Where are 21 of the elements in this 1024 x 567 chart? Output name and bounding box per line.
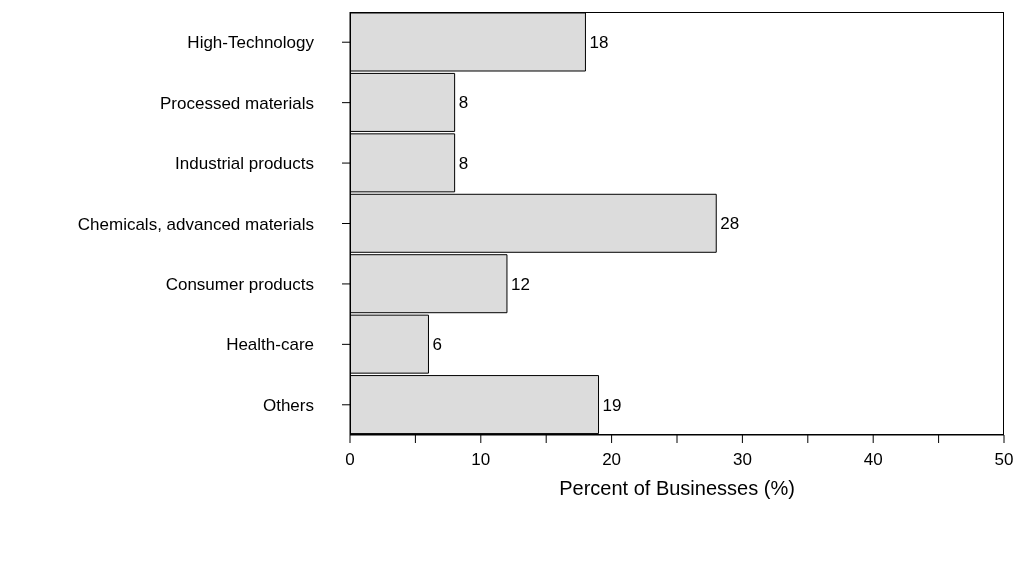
x-tick-label: 20 [602,450,622,470]
x-tick-label: 10 [471,450,491,470]
data-label: 12 [510,274,530,294]
y-tick-label: Processed materials [159,93,314,113]
x-tick-label: 50 [994,450,1014,470]
data-label: 8 [458,93,469,113]
x-axis-title: Percent of Businesses (%) [559,477,795,499]
data-label: 6 [432,335,442,355]
data-label: 19 [602,395,622,415]
x-tick-label: 40 [863,450,883,470]
y-tick-label: Consumer products [165,274,314,294]
y-tick-label: Others [262,395,314,415]
y-tick-label: Industrial products [175,154,314,174]
data-label: 28 [720,214,740,234]
y-tick-label: Health-care [226,335,314,355]
x-tick-label: 30 [732,450,752,470]
data-label: 18 [589,33,609,53]
x-tick-label: 0 [345,450,355,470]
y-tick-label: Chemicals, advanced materials [77,214,314,234]
data-label: 8 [458,153,469,173]
y-tick-label: High-Technology [187,33,315,53]
